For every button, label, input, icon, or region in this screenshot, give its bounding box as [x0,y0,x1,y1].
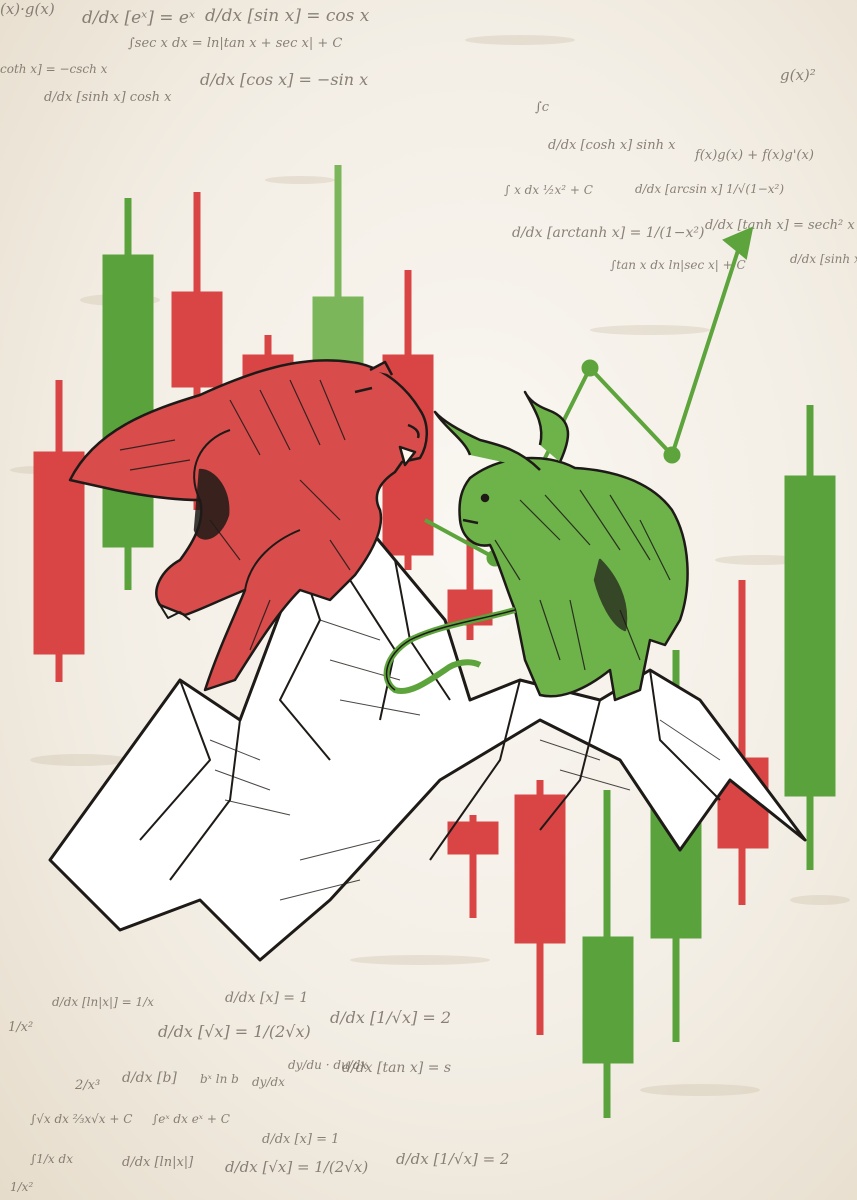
formula: d/dx [√x] = 1/(2√x) [158,1022,311,1041]
candle-green [102,198,154,590]
formula: d/dx [eˣ] = eˣ [82,8,195,28]
formula: 1/x² [8,1020,34,1035]
formula: d/dx [tanh x] = sech² x [705,218,855,233]
formula: d/dx [1/√x] = 2 [396,1150,510,1168]
candle-green [312,165,364,380]
candle-red [447,815,499,918]
formula: ∫√x dx ⅔x√x + C [30,1112,133,1126]
formula: d/dx [arcsin x] 1/√(1−x²) [635,182,785,196]
formula: d/dx [ln|x|] [122,1155,194,1170]
candle-green [582,790,634,1118]
formula: coth x] = −csch x [0,62,108,76]
formula: d/dx [x] = 1 [262,1132,340,1147]
formula: d/dx [tan x] = s [342,1060,452,1076]
formula: ∫tan x dx ln|sec x| + C [610,258,746,272]
formula: d/dx [sinh x] cosh x [44,90,172,105]
formula: d/dx [√x] = 1/(2√x) [225,1158,369,1176]
formula: (x)·g(x) [0,0,55,18]
formula: d/dx [x] = 1 [225,990,309,1006]
candle-red [33,380,85,682]
formula: dy/du · du/dx [288,1058,368,1072]
paper-texture [10,35,850,1096]
formula: d/dx [sinh x] [790,252,857,266]
formula: d/dx [1/√x] = 2 [330,1008,452,1027]
formula: d/dx [cosh x] sinh x [548,138,676,153]
formula: d/dx [ln|x|] = 1/x [52,995,154,1009]
formula: d/dx [cos x] = −sin x [200,70,369,89]
formula: ∫c [535,100,550,115]
candle-red [514,780,566,1035]
formula: ∫sec x dx = ln|tan x + sec x| + C [128,36,343,51]
formula: g(x)² [780,66,816,84]
formula: 1/x² [10,1180,34,1194]
bear-icon [68,359,428,692]
formula: f(x)g(x) + f(x)g'(x) [695,148,814,163]
bull-icon [383,390,689,702]
formula: dy/dx [252,1075,285,1089]
formula: d/dx [b] [122,1070,177,1086]
formula: bˣ ln b [200,1072,239,1086]
formula: d/dx [arctanh x] = 1/(1−x²) [512,225,705,241]
formula: d/dx [sin x] = cos x [205,6,370,26]
formula: ∫eˣ dx eˣ + C [152,1112,230,1126]
formula: ∫1/x dx [30,1152,73,1166]
formula: ∫ x dx ½x² + C [504,183,593,197]
formula: 2/x³ [75,1078,101,1093]
candle-green [784,405,836,870]
